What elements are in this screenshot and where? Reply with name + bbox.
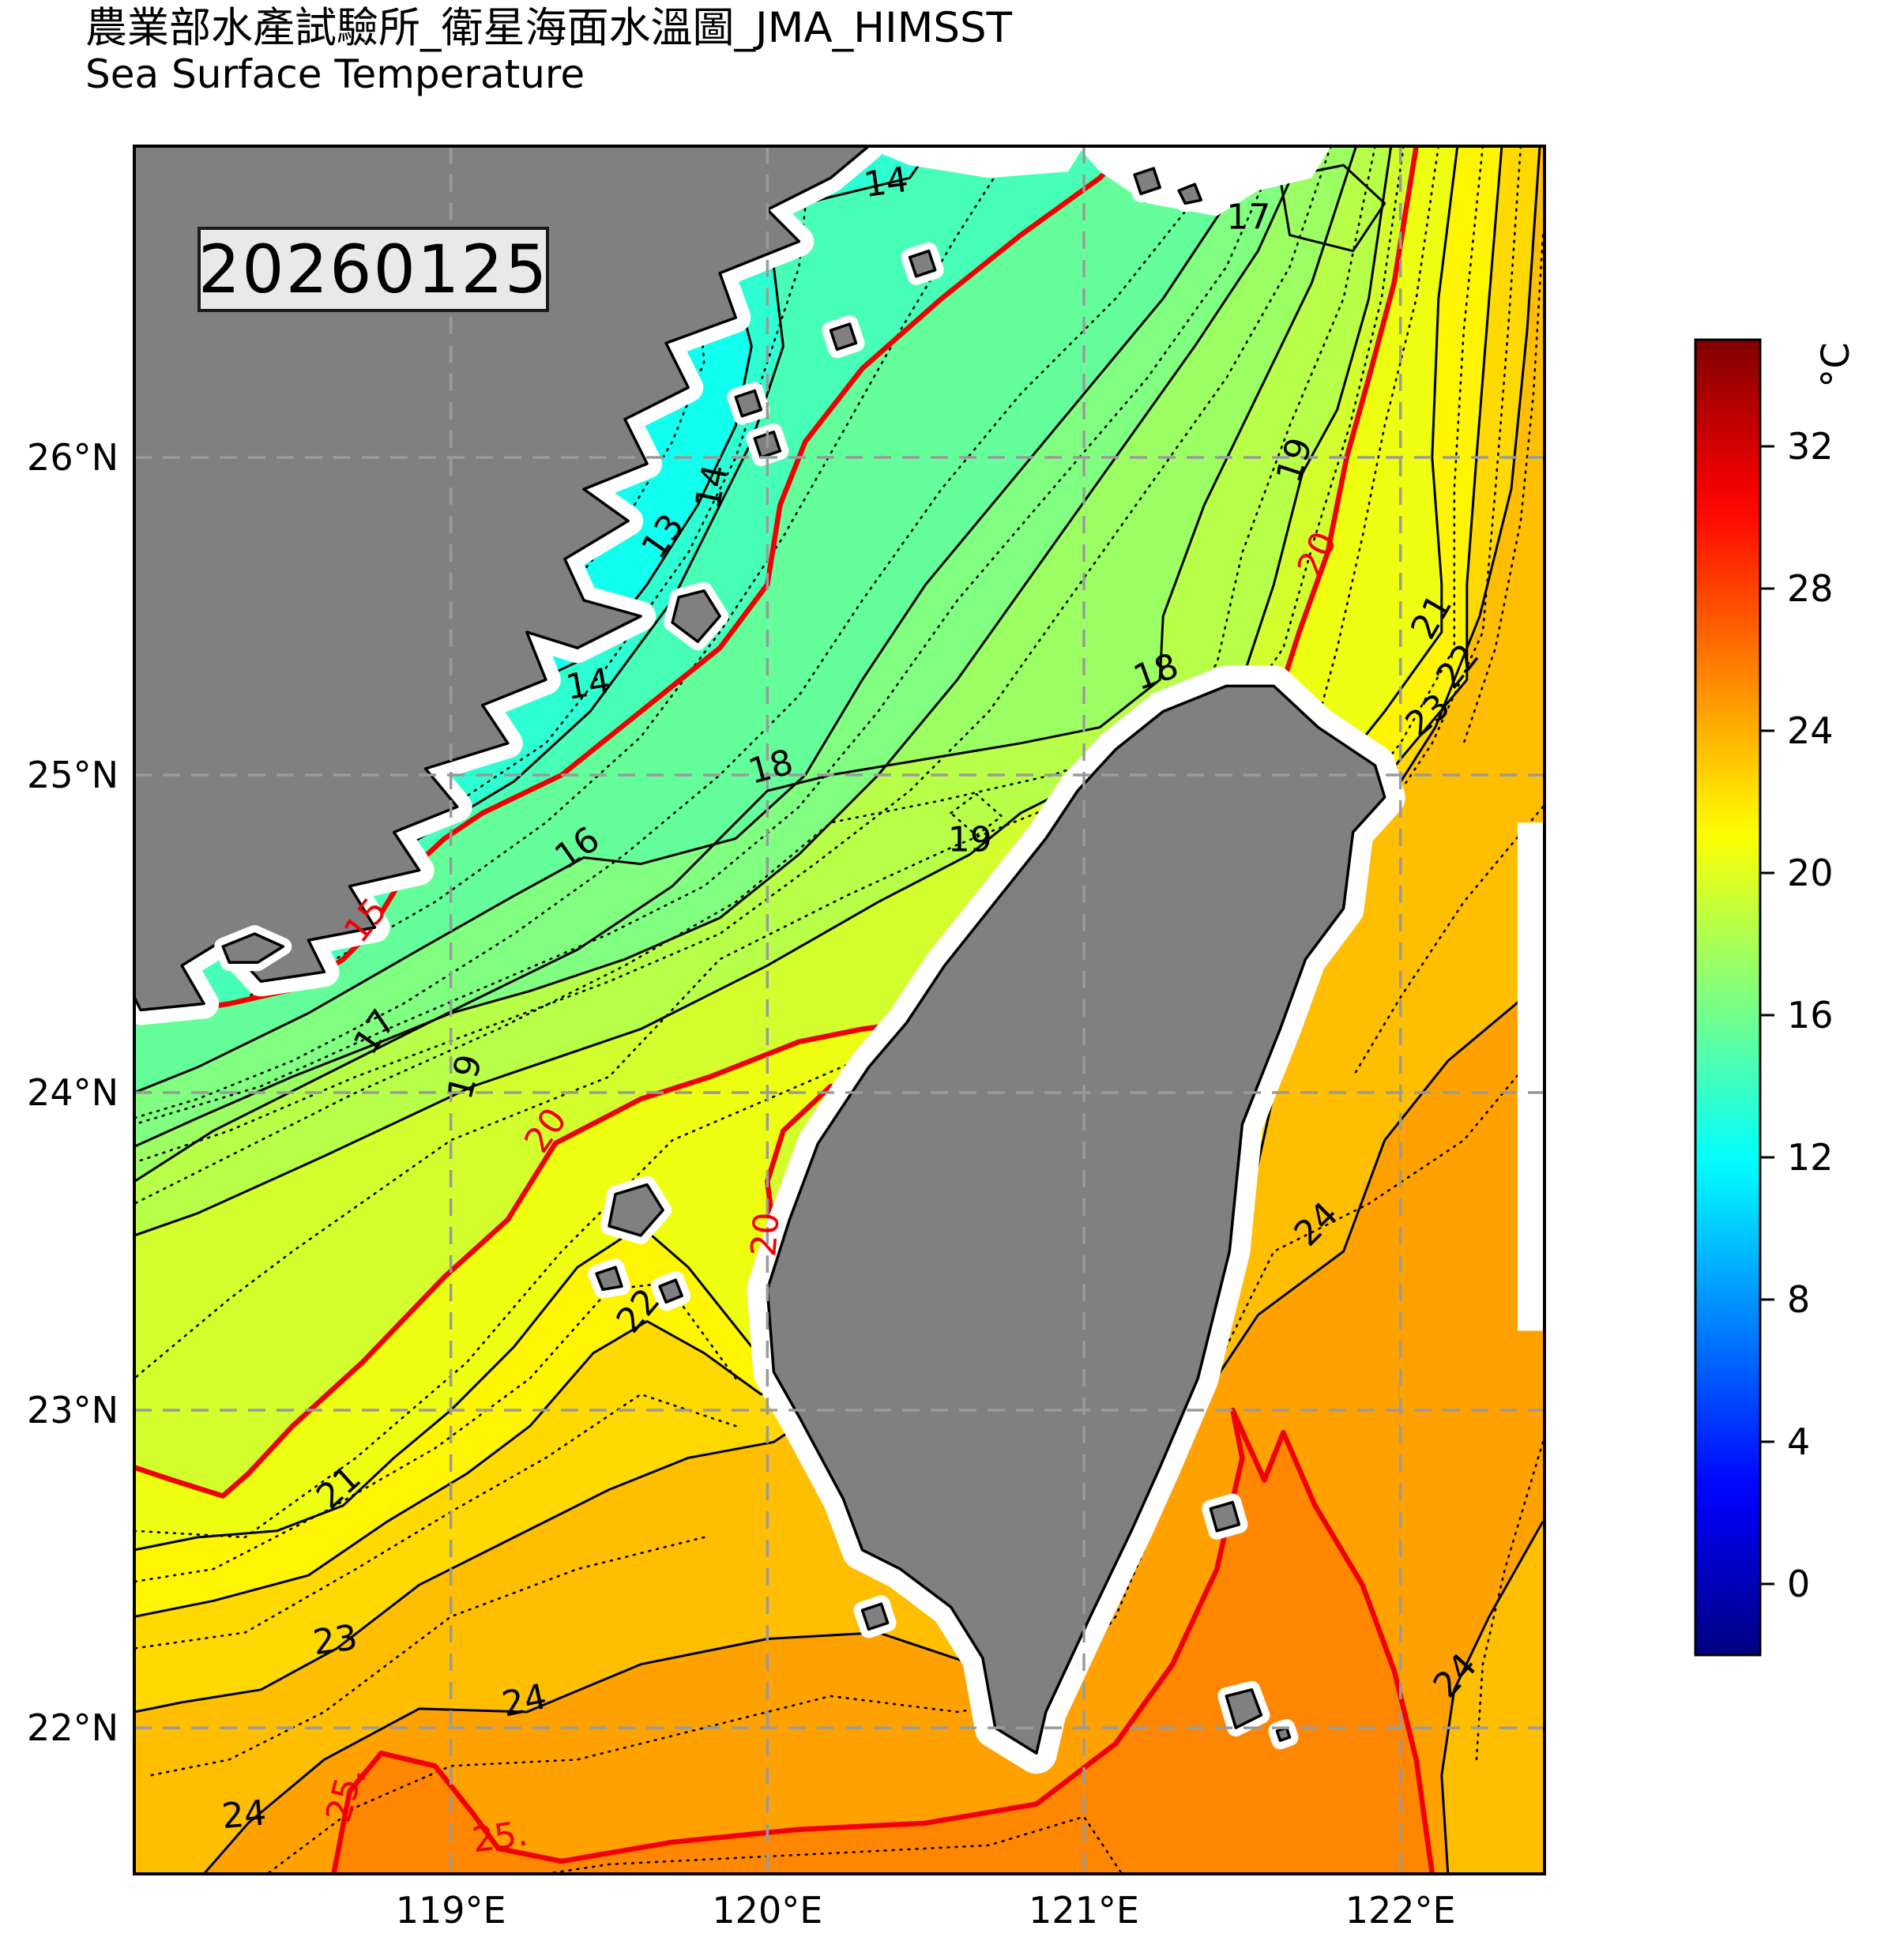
contour-label-19-13: 19 <box>948 820 992 860</box>
nodata-region-0 <box>862 146 1084 179</box>
contour-label-24-23: 24 <box>220 1793 268 1837</box>
isotherm-17-solid <box>134 146 1307 1148</box>
isotherm-18.5-dotted <box>134 146 1376 1205</box>
land-island-10 <box>658 1278 683 1304</box>
isotherm-25.5-dotted <box>544 1815 1123 1874</box>
contour-label-25.-25: 25. <box>470 1813 530 1860</box>
isotherm-25-red <box>331 1407 1435 1874</box>
land-island-9 <box>595 1266 623 1292</box>
contour-label-20-18: 20 <box>743 1211 788 1258</box>
isotherm-24-solid <box>1440 1521 1544 1874</box>
land-island-8 <box>608 1183 664 1237</box>
sst-band-se-corner <box>1441 1518 1544 1874</box>
colorbar-tick-label-4: 4 <box>1787 1420 1810 1463</box>
land-island-11 <box>860 1602 890 1631</box>
colorbar-tick-label-20: 20 <box>1787 852 1834 894</box>
colorbar-tick-label-12: 12 <box>1787 1136 1834 1179</box>
land-taiwan <box>766 684 1386 1755</box>
land-island-12 <box>1209 1500 1241 1533</box>
x-tick-label-122°E: 122°E <box>1345 1889 1456 1932</box>
land-island-4 <box>829 322 858 352</box>
isotherm-20.5-dotted <box>134 1059 857 1539</box>
isotherm-15.5-dotted <box>134 186 1206 1119</box>
x-tick-label-120°E: 120°E <box>712 1889 822 1932</box>
y-tick-label-24°N: 24°N <box>27 1071 119 1114</box>
isotherm-14.5-dotted <box>243 146 1016 999</box>
land-island-2 <box>734 389 763 418</box>
colorbar-tick-label-24: 24 <box>1787 709 1834 752</box>
y-tick-label-23°N: 23°N <box>27 1389 119 1431</box>
x-tick-label-121°E: 121°E <box>1029 1889 1139 1932</box>
x-tick-label-119°E: 119°E <box>396 1889 506 1932</box>
contour-label-24-22: 24 <box>499 1676 550 1725</box>
plot-border <box>133 145 1546 1875</box>
colorbar-tick-label-32: 32 <box>1787 425 1834 468</box>
colorbar-unit-label: °C <box>1814 342 1858 388</box>
isotherm-16.5-dotted <box>134 146 1281 1126</box>
figure-title-en: Sea Surface Temperature <box>85 51 585 97</box>
colorbar <box>1694 338 1762 1657</box>
isotherm-16-solid <box>134 146 1250 1094</box>
isotherm-23.5-dotted <box>1462 234 1544 745</box>
isotherm-19-dotted <box>950 792 1003 837</box>
date-stamp-box: 20260125 <box>198 227 549 312</box>
contour-label-17-1: 17 <box>1226 198 1270 238</box>
land-island-14 <box>1275 1726 1292 1742</box>
y-tick-label-25°N: 25°N <box>27 754 119 796</box>
isotherm-17.5-dotted <box>134 146 1332 1164</box>
land-island-5 <box>908 249 937 278</box>
colorbar-tick-label-0: 0 <box>1787 1563 1810 1605</box>
figure-title-zh: 農業部水產試驗所_衛星海面水溫圖_JMA_HIMSST <box>85 4 1012 52</box>
y-tick-label-26°N: 26°N <box>27 436 119 479</box>
date-stamp-text: 20260125 <box>198 231 549 308</box>
colorbar-tick-label-28: 28 <box>1787 567 1834 610</box>
figure-titles: 農業部水產試驗所_衛星海面水溫圖_JMA_HIMSST Sea Surface … <box>85 4 1012 97</box>
isotherm-17-solid <box>1278 164 1386 253</box>
land-island-13 <box>1225 1688 1263 1729</box>
isotherm-24.5-dotted <box>1475 1441 1544 1761</box>
land-island-1 <box>671 589 721 643</box>
land-island-6 <box>1133 167 1161 196</box>
land-island-7 <box>1177 182 1203 205</box>
isotherm-19-solid <box>134 146 1393 1237</box>
colorbar-tick-label-8: 8 <box>1787 1278 1810 1321</box>
colorbar-tick-label-16: 16 <box>1787 994 1834 1036</box>
contour-label-14-9: 14 <box>562 660 613 708</box>
contour-label-14-0: 14 <box>861 160 911 205</box>
contour-label-14-7: 14 <box>687 461 736 512</box>
nodata-region-2 <box>1517 822 1544 1331</box>
isotherm-23.5-dotted <box>1352 805 1544 1078</box>
contour-label-23-21: 23 <box>310 1617 360 1663</box>
y-tick-label-22°N: 22°N <box>27 1706 119 1749</box>
isotherm-18-solid <box>134 146 1358 1183</box>
land-island-0 <box>221 932 285 964</box>
